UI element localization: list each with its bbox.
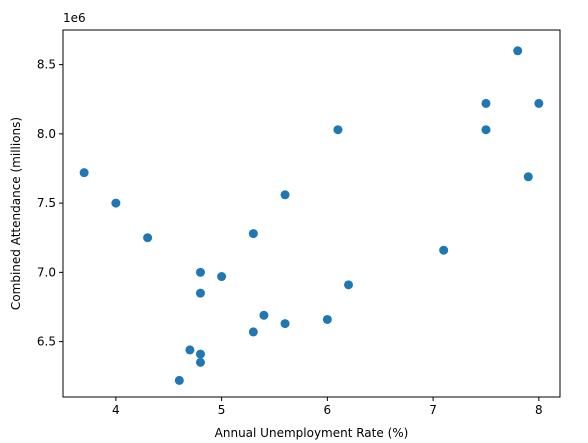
data-point [195,349,205,359]
y-tick-label: 7.5 [37,196,56,210]
y-tick-label: 8.0 [37,127,56,141]
x-tick-label: 6 [324,403,332,417]
y-axis-label: Combined Attendance (millions) [9,117,23,310]
data-point [248,327,258,337]
data-point [333,125,343,135]
data-point [195,357,205,367]
y-tick-label: 8.5 [37,58,56,72]
data-point [513,46,523,56]
data-point [248,229,258,239]
data-point [185,345,195,355]
y-axis-ticks: 6.5 7.0 7.5 8.0 8.5 [37,58,63,349]
data-point [280,190,290,200]
y-axis-offset-label: 1e6 [63,11,86,25]
data-point [217,272,227,282]
data-point [195,288,205,298]
data-point [280,319,290,329]
x-axis-ticks: 4 5 6 7 8 [112,397,543,417]
data-point [344,280,354,290]
data-point [143,233,153,243]
data-points [79,46,544,385]
data-point [111,198,121,208]
data-point [79,168,89,178]
plot-frame [62,29,561,398]
data-point [439,245,449,255]
y-tick-label: 6.5 [37,335,56,349]
y-tick-label: 7.0 [37,265,56,279]
x-tick-label: 4 [112,403,120,417]
x-axis-label: Annual Unemployment Rate (%) [215,426,409,440]
data-point [322,314,332,324]
x-tick-label: 8 [535,403,543,417]
data-point [481,125,491,135]
data-point [523,172,533,182]
data-point [259,310,269,320]
plot-area [63,30,560,397]
data-point [481,98,491,108]
data-point [195,267,205,277]
data-point [174,375,184,385]
x-tick-label: 7 [429,403,437,417]
data-point [534,98,544,108]
x-tick-label: 5 [218,403,226,417]
